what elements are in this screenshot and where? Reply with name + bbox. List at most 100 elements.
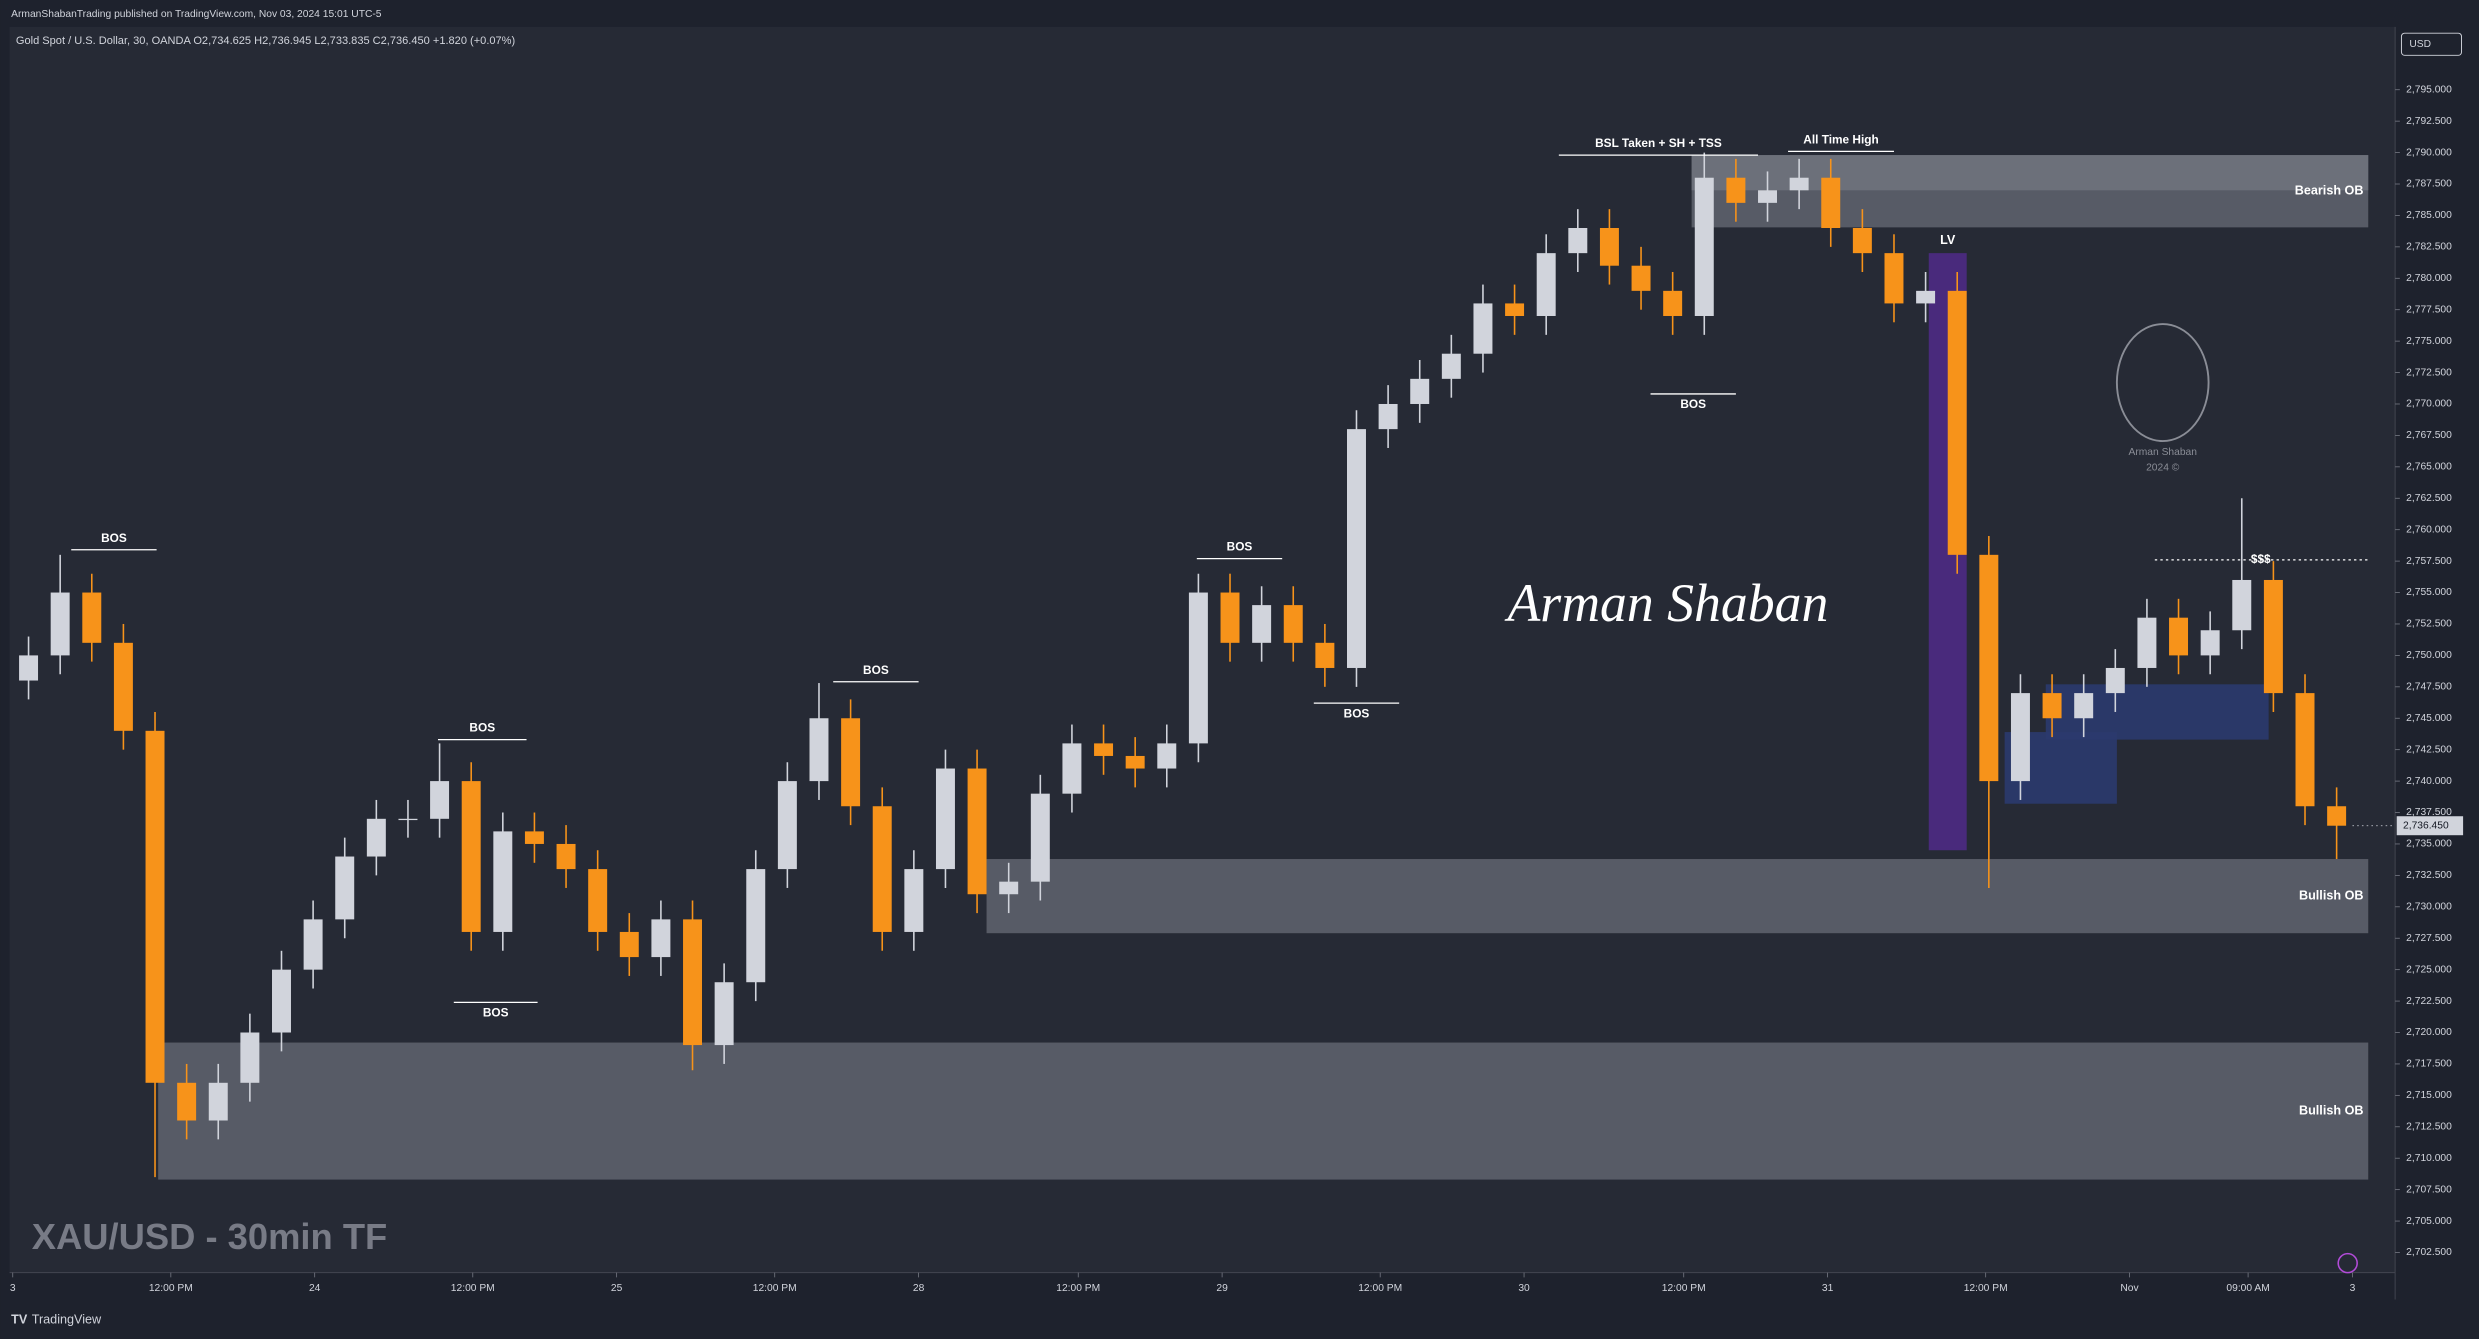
- candle-body: [1694, 177, 1714, 316]
- x-tick-label: 12:00 PM: [753, 1283, 797, 1294]
- logo-year: 2024 ©: [2146, 463, 2180, 474]
- candle-body: [303, 919, 323, 970]
- level-label: BOS: [101, 531, 127, 545]
- candle-body: [1599, 228, 1619, 266]
- level-label: BSL Taken + SH + TSS: [1595, 136, 1722, 150]
- y-tick-label: 2,727.500: [2406, 933, 2452, 944]
- y-tick-label: 2,732.500: [2406, 870, 2452, 881]
- zone-label: Bullish OB: [2299, 888, 2364, 902]
- y-tick-label: 2,712.500: [2406, 1122, 2452, 1133]
- candle-body: [1157, 743, 1177, 769]
- candle-body: [208, 1082, 228, 1121]
- x-tick-label: 12:00 PM: [451, 1283, 495, 1294]
- last-price-label: 2,736.450: [2403, 820, 2449, 831]
- candle-body: [556, 843, 576, 870]
- candle-body: [113, 642, 133, 731]
- candle-body: [177, 1082, 197, 1121]
- candle-body: [335, 856, 355, 920]
- x-tick-label: 24: [309, 1283, 321, 1294]
- candle-body: [2074, 693, 2094, 719]
- candle-body: [1094, 743, 1114, 756]
- candle-body: [2200, 630, 2220, 656]
- candle-body: [1916, 290, 1936, 304]
- last-price-box: [2396, 816, 2464, 836]
- candle-body: [1884, 253, 1904, 304]
- y-tick-label: 2,707.500: [2406, 1184, 2452, 1195]
- brand: TradingView: [32, 1312, 102, 1326]
- candle-body: [2105, 667, 2125, 694]
- candle-body: [809, 718, 829, 782]
- y-tick-label: 2,775.000: [2406, 336, 2452, 347]
- x-tick-label: 25: [611, 1283, 623, 1294]
- y-tick-label: 2,725.000: [2406, 964, 2452, 975]
- candle-body: [1378, 403, 1398, 430]
- replay-icon[interactable]: [2337, 1252, 2358, 1274]
- candle-body: [1536, 253, 1556, 316]
- candle-body: [2169, 617, 2189, 656]
- candle-body: [872, 806, 892, 932]
- y-tick-label: 2,730.000: [2406, 902, 2452, 913]
- level-label: BOS: [483, 1006, 509, 1020]
- x-tick-label: 31: [1822, 1283, 1834, 1294]
- candle-body: [777, 781, 797, 870]
- candle-body: [1789, 177, 1809, 191]
- candle-body: [967, 768, 987, 895]
- y-tick-label: 2,795.000: [2406, 84, 2452, 95]
- candle-body: [2042, 693, 2062, 719]
- y-tick-label: 2,762.500: [2406, 493, 2452, 504]
- x-tick-label: 12:00 PM: [1964, 1283, 2008, 1294]
- y-tick-label: 2,735.000: [2406, 839, 2452, 850]
- signature-watermark: Arman Shaban: [1504, 573, 1828, 633]
- level-label: $$$: [2251, 552, 2271, 566]
- header: ArmanShabanTrading published on TradingV…: [11, 9, 382, 20]
- candle-body: [1062, 743, 1082, 794]
- candle-body: [19, 655, 39, 681]
- x-tick-label: Nov: [2120, 1283, 2139, 1294]
- candle-body: [1188, 592, 1208, 744]
- level-label: BOS: [469, 721, 495, 735]
- x-tick-label: 12:00 PM: [149, 1283, 193, 1294]
- level-label: BOS: [1344, 706, 1370, 720]
- candle-body: [1346, 429, 1366, 668]
- candle-body: [1283, 605, 1303, 643]
- y-tick-label: 2,750.000: [2406, 650, 2452, 661]
- y-tick-label: 2,757.500: [2406, 556, 2452, 567]
- y-tick-label: 2,765.000: [2406, 462, 2452, 473]
- y-tick-label: 2,777.500: [2406, 304, 2452, 315]
- zone: [158, 1042, 2369, 1180]
- candle-body: [493, 831, 513, 932]
- candle-body: [651, 919, 671, 958]
- candle-body: [619, 931, 639, 958]
- y-tick-label: 2,767.500: [2406, 430, 2452, 441]
- candle-body: [1821, 177, 1841, 229]
- x-tick-label: 12:00 PM: [1662, 1283, 1706, 1294]
- candle-body: [398, 818, 418, 821]
- candle-body: [935, 768, 955, 870]
- x-tick-label: 12:00 PM: [1056, 1283, 1100, 1294]
- zone-label: LV: [1940, 233, 1956, 247]
- x-tick-label: 29: [1216, 1283, 1228, 1294]
- level-label: BOS: [1680, 397, 1706, 411]
- candle-body: [461, 781, 481, 932]
- candle-body: [588, 869, 608, 932]
- y-tick-label: 2,782.500: [2406, 242, 2452, 253]
- y-tick-label: 2,745.000: [2406, 713, 2452, 724]
- candle-body: [1663, 290, 1683, 316]
- currency-box: [2400, 32, 2462, 56]
- x-tick-label: 28: [913, 1283, 925, 1294]
- x-tick-label: 30: [1518, 1283, 1530, 1294]
- candle-body: [1410, 378, 1430, 404]
- candle-body: [1030, 793, 1050, 882]
- y-tick-label: 2,780.000: [2406, 273, 2452, 284]
- y-tick-label: 2,740.000: [2406, 776, 2452, 787]
- candle-body: [1473, 303, 1493, 354]
- candle-body: [999, 881, 1019, 895]
- level-label: All Time High: [1803, 132, 1878, 146]
- candle-body: [904, 869, 924, 932]
- brain-logo: [2115, 323, 2210, 443]
- y-tick-label: 2,772.500: [2406, 367, 2452, 378]
- candle-body: [1979, 554, 1999, 782]
- zone-label: Bullish OB: [2299, 1103, 2364, 1117]
- y-tick-label: 2,702.500: [2406, 1247, 2452, 1258]
- candle-body: [2137, 617, 2157, 668]
